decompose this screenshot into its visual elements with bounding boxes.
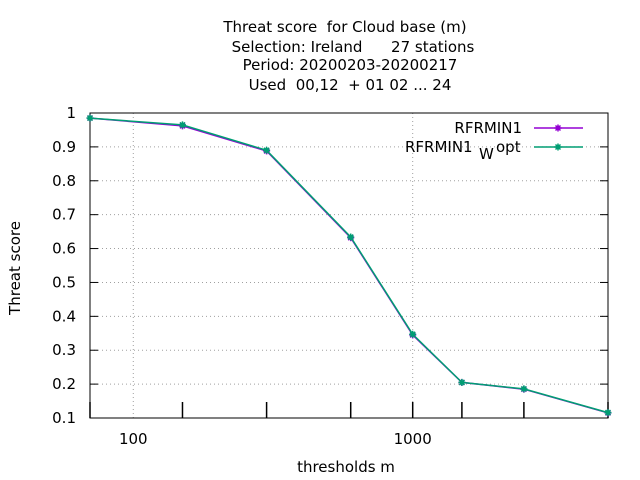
- data-point-series-2: [347, 233, 355, 241]
- data-point-series-2: [458, 378, 466, 386]
- legend-point-2: [554, 143, 562, 151]
- legend-label-series-2: RFRMIN1: [405, 138, 473, 156]
- data-point-series-2: [263, 146, 271, 154]
- y-axis-label: Threat score: [6, 221, 24, 316]
- chart-title-line-1: Threat score for Cloud base (m): [222, 18, 466, 36]
- x-axis-label: thresholds m: [297, 458, 395, 476]
- chart-title-line-2: Selection: Ireland 27 stations: [232, 38, 475, 56]
- plot-border: [89, 112, 609, 419]
- data-point-series-2: [409, 330, 417, 338]
- legend-subscript-series-2: W: [479, 145, 494, 163]
- y-tick-label: 0.4: [52, 307, 76, 325]
- y-tick-label: 0.9: [52, 138, 76, 156]
- legend-label-series-1: RFRMIN1: [454, 119, 522, 137]
- tick-labels: 1 0.9 0.8 0.7 0.6 0.5 0.4 0.3 0.2 0.1 100 1000: [52, 104, 432, 448]
- grid-lines: [90, 113, 608, 418]
- chart-title-line-4: Used 00,12 + 01 02 ... 24: [249, 76, 452, 94]
- data-point-series-2: [86, 114, 94, 122]
- x-tick-label: 100: [119, 430, 148, 448]
- data-point-series-2: [604, 409, 612, 417]
- data-point-series-2: [178, 121, 186, 129]
- y-tick-label: 1: [66, 104, 76, 122]
- legend-marker-series-2: [554, 143, 562, 151]
- y-tick-label: 0.1: [52, 409, 76, 427]
- axes: [89, 112, 609, 419]
- y-tick-label: 0.7: [52, 206, 76, 224]
- y-tick-label: 0.6: [52, 240, 76, 258]
- chart-title-line-3: Period: 20200203-20200217: [243, 56, 458, 74]
- series-line-1: [89, 117, 609, 414]
- legend-point-1: [554, 124, 562, 132]
- y-tick-label: 0.2: [52, 375, 76, 393]
- data-point-series-2: [520, 385, 528, 393]
- data-series: [86, 114, 612, 417]
- series-line-2: [89, 117, 609, 414]
- x-tick-label: 1000: [394, 430, 432, 448]
- y-tick-label: 0.8: [52, 172, 76, 190]
- y-tick-label: 0.5: [52, 273, 76, 291]
- y-tick-label: 0.3: [52, 341, 76, 359]
- tick-marks: [89, 112, 609, 419]
- legend-marker-series-1: [554, 124, 562, 132]
- legend-suffix-series-2: opt: [496, 138, 521, 156]
- legend: RFRMIN1 RFRMIN1 W opt: [405, 119, 583, 163]
